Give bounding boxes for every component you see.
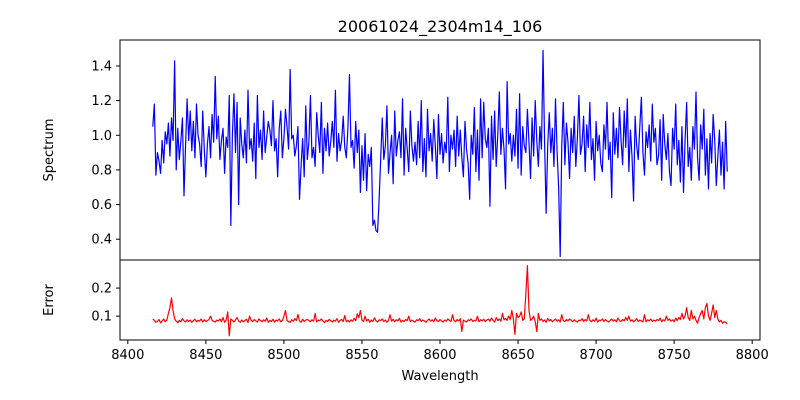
x-tick-label: 8550 — [345, 348, 378, 363]
spectrum-y-tick-label: 1.0 — [91, 129, 112, 144]
spectrum-y-tick-label: 0.6 — [91, 198, 112, 213]
x-tick-label: 8800 — [736, 348, 769, 363]
error-series-line — [152, 265, 728, 337]
spectrum-y-tick-label: 0.8 — [91, 163, 112, 178]
error-y-axis-label: Error — [42, 284, 57, 316]
spectrum-y-tick-label: 1.4 — [91, 59, 112, 74]
x-tick-label: 8700 — [580, 348, 613, 363]
x-tick-label: 8500 — [267, 348, 300, 363]
spectrum-panel: 0.4 0.6 0.8 1.0 1.2 1.4 Spectrum — [42, 39, 761, 261]
spectrum-series-line — [152, 49, 728, 258]
error-y-tick-label: 0.2 — [91, 282, 112, 297]
spectrum-y-ticks: 0.4 0.6 0.8 1.0 1.2 1.4 — [91, 59, 120, 248]
chart-title: 20061024_2304m14_106 — [338, 17, 543, 37]
x-tick-label: 8600 — [423, 348, 456, 363]
x-axis-label: Wavelength — [401, 369, 478, 384]
spectrum-y-axis-label: Spectrum — [42, 119, 57, 182]
x-tick-label: 8450 — [189, 348, 222, 363]
x-axis-ticks: 8400 8450 8500 8550 8600 8650 8700 8750 8800 — [111, 340, 769, 363]
error-y-ticks: 0.1 0.2 — [91, 282, 120, 325]
error-y-tick-label: 0.1 — [91, 310, 112, 325]
x-tick-label: 8750 — [658, 348, 691, 363]
error-panel: 0.1 0.2 Error — [42, 259, 761, 341]
error-plot-frame — [119, 259, 761, 341]
x-tick-label: 8650 — [502, 348, 535, 363]
spectrum-y-tick-label: 0.4 — [91, 233, 112, 248]
spectrum-y-tick-label: 1.2 — [91, 94, 112, 109]
x-tick-label: 8400 — [111, 348, 144, 363]
